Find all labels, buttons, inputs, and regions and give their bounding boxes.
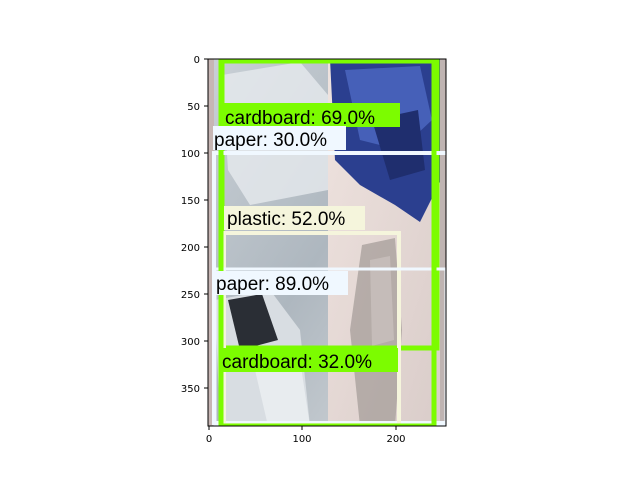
y-tick-label: 300: [181, 337, 200, 348]
y-tick-label: 0: [194, 55, 200, 66]
label-cardboard-32: cardboard: 32.0%: [222, 352, 372, 373]
y-tick-label: 50: [187, 102, 200, 113]
label-paper-30: paper: 30.0%: [214, 130, 327, 151]
x-tick-label: 200: [386, 434, 405, 445]
y-tick-label: 100: [181, 149, 200, 160]
label-cardboard-69: cardboard: 69.0%: [225, 108, 375, 129]
y-tick-label: 350: [181, 384, 200, 395]
detection-labels: cardboard: 69.0% paper: 30.0% plastic: 5…: [213, 103, 400, 373]
box-paper-89: [213, 267, 446, 426]
y-tick-label: 150: [181, 196, 200, 207]
x-axis: 0 100 200: [206, 426, 406, 445]
label-paper-89: paper: 89.0%: [216, 274, 329, 295]
x-tick-label: 0: [206, 434, 212, 445]
axes-frame: [207, 58, 447, 427]
box-cardboard-32: [218, 59, 437, 426]
x-tick-label: 100: [292, 434, 311, 445]
y-axis: 0 50 100 150 200 250 300 350: [181, 55, 208, 395]
y-tick-label: 200: [181, 243, 200, 254]
label-plastic-52: plastic: 52.0%: [227, 209, 345, 230]
y-tick-label: 250: [181, 290, 200, 301]
